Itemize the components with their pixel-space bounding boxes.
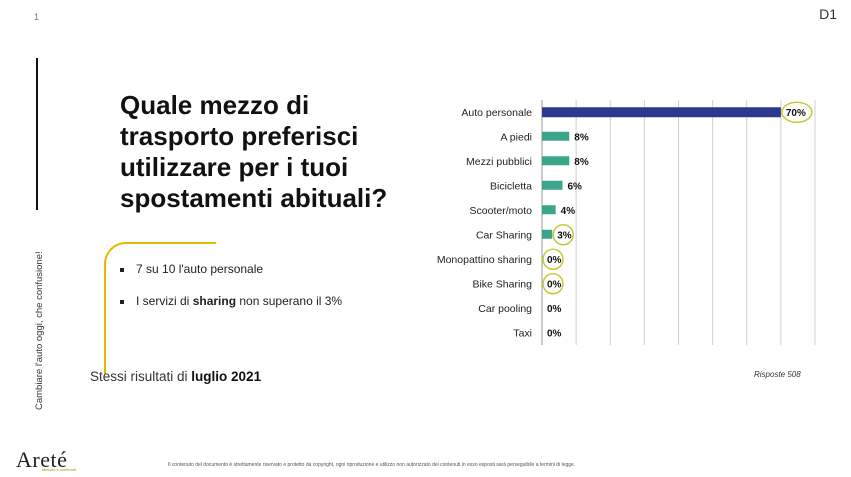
bar bbox=[542, 205, 556, 215]
category-label: Auto personale bbox=[461, 107, 532, 119]
vertical-section-title: Cambiare l'auto oggi, che confusione! bbox=[34, 251, 45, 410]
category-label: Bicicletta bbox=[490, 180, 532, 192]
logo-subtitle: Metodo e contenuti bbox=[42, 467, 77, 472]
bullet-text-suffix: non superano il 3% bbox=[236, 294, 343, 308]
footer-note-bold: luglio 2021 bbox=[191, 369, 262, 384]
value-label: 4% bbox=[561, 206, 576, 217]
bullet-text: 7 su 10 l'auto personale bbox=[136, 262, 264, 276]
value-label: 3% bbox=[557, 230, 572, 241]
bullet-text-prefix: I servizi di bbox=[136, 294, 193, 308]
highlight-circle bbox=[542, 273, 564, 295]
page-number: 1 bbox=[34, 12, 40, 22]
question-title: Quale mezzo di trasporto preferisci util… bbox=[120, 90, 388, 213]
value-label: 70% bbox=[786, 108, 806, 119]
value-label: 6% bbox=[567, 181, 582, 192]
responses-count: Risposte 508 bbox=[754, 370, 801, 379]
category-label: Bike Sharing bbox=[472, 278, 532, 290]
value-label: 0% bbox=[547, 279, 562, 290]
bar bbox=[542, 107, 781, 118]
category-label: Car pooling bbox=[478, 303, 532, 315]
bar-chart: Auto personale 70% A piedi 8% Mezzi pubblici… bbox=[437, 100, 816, 345]
disclaimer: Il contenuto del documento è strettament… bbox=[168, 462, 576, 468]
value-label: 0% bbox=[547, 255, 562, 266]
category-label: Monopattino sharing bbox=[437, 254, 532, 266]
highlight-circle bbox=[552, 224, 574, 246]
bar bbox=[542, 131, 570, 141]
category-label: Mezzi pubblici bbox=[466, 156, 532, 168]
side-rule bbox=[36, 58, 38, 210]
bar bbox=[542, 180, 563, 190]
bullet-dot-icon bbox=[120, 299, 124, 304]
value-label: 0% bbox=[547, 304, 562, 315]
logo: Areté bbox=[16, 447, 68, 472]
value-label: 0% bbox=[547, 328, 562, 339]
bar bbox=[542, 229, 553, 239]
category-label: Scooter/moto bbox=[470, 205, 533, 217]
bullet-dot-icon bbox=[120, 267, 124, 272]
value-label: 8% bbox=[574, 157, 589, 168]
value-label: 8% bbox=[574, 132, 589, 143]
bullet-text-bold: sharing bbox=[192, 294, 237, 308]
bar bbox=[542, 156, 570, 166]
category-label: Car Sharing bbox=[476, 229, 532, 241]
highlight-circle bbox=[781, 101, 813, 123]
bullet-item: I servizi di sharing non superano il 3% bbox=[120, 294, 342, 308]
slide-code: D1 bbox=[819, 6, 837, 22]
footer-note: Stessi risultati di luglio 2021 bbox=[90, 369, 261, 384]
bullet-item: 7 su 10 l'auto personale bbox=[120, 262, 263, 276]
category-label: Taxi bbox=[513, 327, 532, 339]
highlight-circle bbox=[542, 248, 564, 270]
bullet-frame bbox=[104, 242, 216, 374]
category-label: A piedi bbox=[500, 131, 532, 143]
footer-note-prefix: Stessi risultati di bbox=[90, 369, 192, 384]
